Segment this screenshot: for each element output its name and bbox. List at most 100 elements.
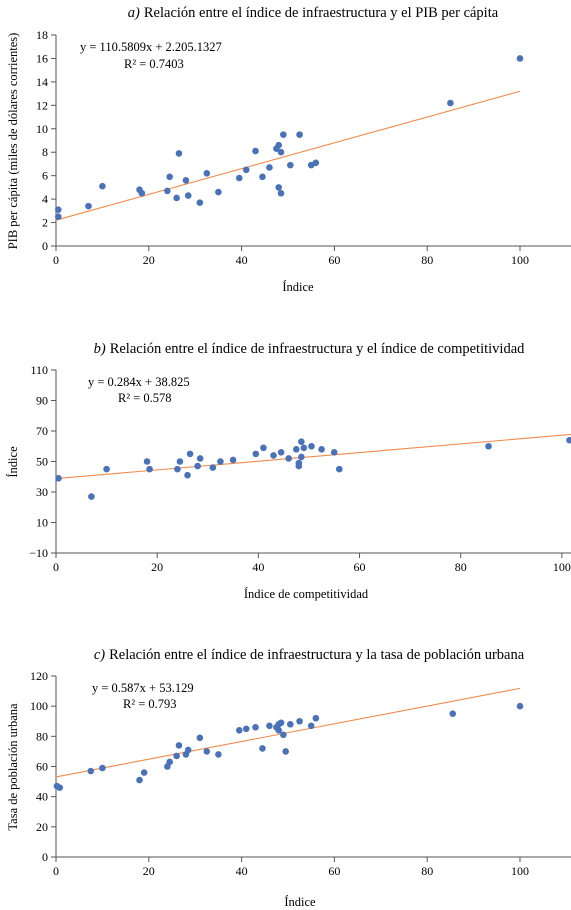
panel-a-point: [85, 202, 92, 210]
panel-b-point: [55, 474, 62, 482]
panel-b-r2: R² = 0.578: [118, 391, 172, 405]
panel-a-y-tick-label: 14: [36, 75, 48, 89]
panel-b-point: [292, 446, 300, 453]
panel-c-point: [136, 776, 143, 784]
panel-c-plot-area: [56, 676, 571, 857]
panel-b-point: [184, 471, 191, 479]
panel-c-point: [173, 752, 180, 760]
panel-b-point: [174, 465, 181, 473]
panel-a-x-tick-label: 40: [236, 253, 248, 267]
panel-c: c) Relación entre el índice de infraestru…: [6, 647, 571, 909]
panel-c-point: [287, 720, 294, 728]
panel-a-x-tick-label: 60: [328, 253, 340, 267]
panel-b: b) Relación entre el índice de infraestru…: [6, 341, 571, 601]
panel-a-point: [173, 194, 180, 202]
panel-c-point: [266, 722, 273, 730]
panel-b-point: [298, 438, 305, 445]
panel-b-point: [300, 444, 308, 452]
panel-b-y-tick-label: 10: [36, 516, 48, 530]
panel-a-point: [182, 177, 190, 184]
panel-b-point: [146, 465, 153, 473]
panel-b-point: [103, 465, 110, 473]
panel-c-point: [56, 784, 64, 791]
panel-a-point: [242, 166, 250, 174]
panel-c-point: [87, 767, 95, 775]
panel-a-points: [55, 55, 524, 220]
panel-b-point: [335, 465, 343, 473]
panel-c-point: [166, 758, 173, 766]
panel-b-point: [186, 450, 194, 458]
panel-b-title: b) Relación entre el índice de infraestru…: [94, 341, 526, 357]
panel-a-title-text: Relación entre el índice de infraestruct…: [144, 5, 499, 21]
panel-a-point: [312, 159, 320, 167]
panel-a-point: [252, 147, 259, 155]
panel-c-y-tick-label: 20: [36, 820, 48, 834]
panel-b-point: [260, 444, 267, 452]
panel-b-point: [143, 458, 151, 465]
panel-c-title: c) Relación entre el índice de infraestru…: [94, 647, 525, 663]
panel-a-point: [184, 192, 192, 199]
panel-c-point: [259, 745, 266, 752]
panel-a-point: [203, 170, 211, 177]
panel-a-point: [166, 173, 173, 181]
panel-a-r2: R² = 0.7403: [124, 57, 184, 71]
panel-c-point: [235, 727, 243, 734]
panel-a-y-tick-label: 10: [36, 122, 48, 136]
panel-c-point: [196, 734, 204, 742]
panel-b-trendline: [55, 433, 571, 480]
panel-b-x-tick-label: 80: [455, 560, 467, 574]
panel-b-y-tick-label: 70: [36, 424, 48, 438]
panel-c-points: [53, 702, 524, 791]
panel-c-y-tick-label: 40: [36, 790, 48, 804]
panel-a-y-tick-label: 12: [36, 98, 48, 112]
panel-b-point: [196, 455, 204, 462]
panel-a-point: [280, 131, 287, 138]
panel-a-point: [215, 188, 222, 196]
panel-a-x-ticks: 0 20 40 60 80 100: [53, 246, 529, 267]
panel-b-title-text: Relación entre el índice de infraestruct…: [110, 341, 525, 357]
panel-c-point: [242, 725, 250, 733]
panel-b-point: [330, 449, 338, 456]
panel-a-point: [275, 141, 283, 149]
panel-b-y-tick-label: 30: [36, 485, 48, 499]
panel-c-y-tick-label: 0: [42, 850, 48, 864]
panel-b-point: [566, 436, 571, 444]
panel-c-y-tick-label: 100: [30, 699, 48, 713]
panel-b-point: [209, 464, 217, 471]
panel-c-title-text: Relación entre el índice de infraestruct…: [109, 647, 525, 663]
panel-a-point: [196, 199, 204, 206]
panel-b-point: [252, 450, 260, 458]
panel-b-point: [229, 456, 237, 464]
panel-a-y-tick-label: 6: [42, 169, 48, 183]
panel-a: a) Relación entre el índice de infraestru…: [6, 5, 571, 294]
panel-c-title-prefix: c): [94, 647, 105, 663]
panel-a-point: [164, 187, 171, 195]
panel-b-point: [270, 452, 277, 459]
panel-c-y-tick-label: 80: [36, 729, 48, 743]
panel-c-y-ticks: 0 20 40 60 80 100 120: [30, 669, 56, 864]
panel-a-y-tick-label: 8: [42, 145, 48, 159]
panel-c-x-tick-label: 20: [143, 864, 155, 878]
panel-a-title: a) Relación entre el índice de infraestru…: [128, 5, 499, 21]
panel-c-point: [282, 748, 289, 755]
panel-a-equation: y = 110.5809x + 2.205.1327: [80, 40, 222, 54]
panel-c-point: [275, 727, 283, 734]
panel-c-x-tick-label: 0: [53, 864, 59, 878]
panel-a-x-tick-label: 80: [421, 253, 433, 267]
panel-a-x-tick-label: 20: [143, 253, 155, 267]
panel-c-point: [312, 714, 320, 722]
panel-a-point: [275, 184, 283, 191]
panel-a-point: [447, 99, 454, 107]
panel-a-point: [259, 173, 266, 181]
panel-b-x-ticks: 0 20 40 60 80 100: [53, 553, 571, 574]
panel-b-point: [485, 442, 492, 450]
panel-a-y-tick-label: 18: [36, 28, 48, 42]
panel-b-x-tick-label: 60: [354, 560, 366, 574]
panel-b-title-prefix: b): [94, 341, 106, 357]
panel-a-point: [277, 148, 285, 156]
panel-b-y-tick-label: 90: [36, 394, 48, 408]
panel-c-point: [277, 719, 285, 727]
panel-b-y-tick-label: −10: [29, 546, 48, 560]
panel-c-x-ticks: 0 20 40 60 80 100: [53, 857, 529, 878]
panel-a-x-label: Índice: [282, 280, 314, 294]
